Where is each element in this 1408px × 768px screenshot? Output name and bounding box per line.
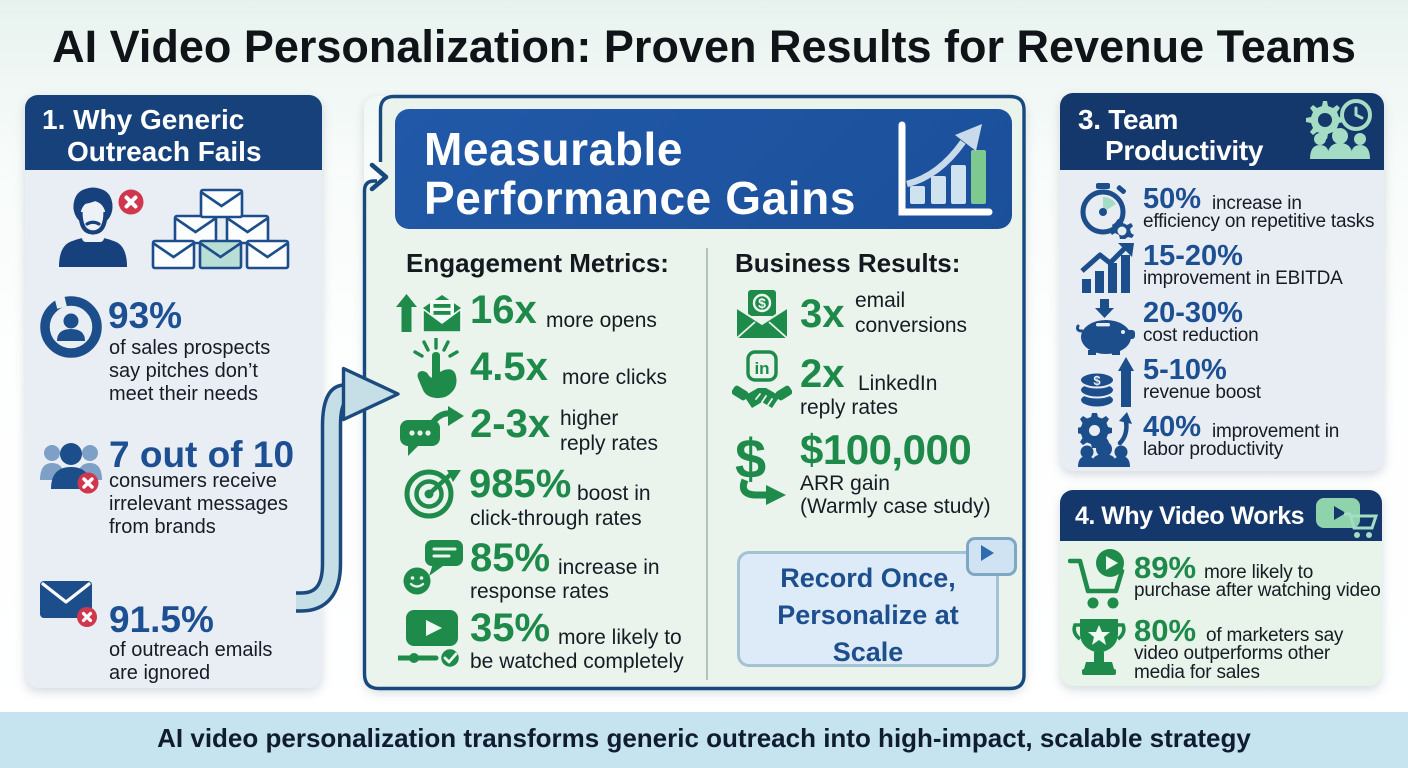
svg-text:$: $: [758, 295, 766, 311]
svg-text:$: $: [1093, 373, 1101, 388]
svg-text:$: $: [735, 428, 766, 490]
svg-text:in: in: [754, 359, 769, 378]
